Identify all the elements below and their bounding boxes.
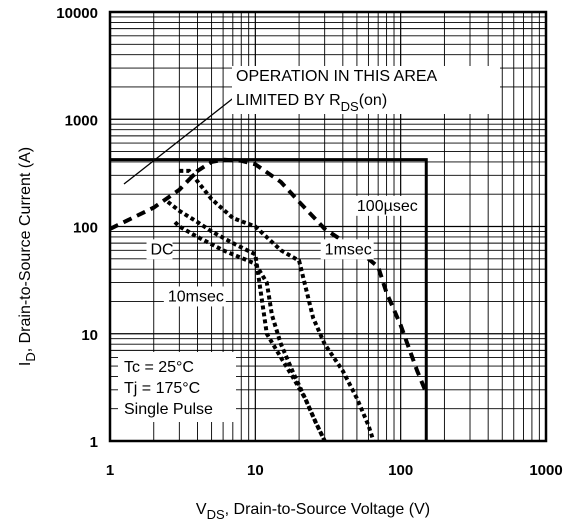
x-tick-label: 10 [247, 462, 264, 479]
y-axis-label: ID, Drain-to-Source Current (A) [17, 147, 38, 366]
y-axis-label-rest: , Drain-to-Source Current (A) [17, 147, 34, 352]
series-label: DC [151, 241, 174, 258]
condition-line: Tc = 25°C [124, 359, 194, 376]
annotation-leader-line [123, 95, 237, 185]
y-axis-label-sub: D [23, 352, 38, 361]
annotation-line-2: LIMITED BY RDS(on) [236, 92, 387, 114]
y-tick-label: 100 [73, 220, 98, 237]
conditions-text: Tc = 25°C Tj = 175°C Single Pulse [124, 359, 213, 418]
series-label: 1msec [325, 241, 372, 258]
annotation-subscript: DS [341, 99, 359, 114]
series-label: 100µsec [357, 198, 418, 215]
series-label-background [320, 239, 374, 260]
x-axis-label-main: V [196, 501, 207, 518]
condition-line: Single Pulse [124, 401, 213, 418]
x-axis-label: VDS, Drain-to-Source Voltage (V) [196, 501, 430, 522]
series-label-background [146, 239, 173, 260]
annotation-text: LIMITED BY R [236, 92, 341, 109]
x-axis-label-sub: DS [207, 507, 225, 522]
series-label-background [352, 195, 424, 216]
annotation-background [232, 66, 500, 114]
y-tick-label: 1 [90, 434, 98, 451]
y-tick-label: 1000 [65, 112, 98, 129]
condition-line: Tj = 175°C [124, 380, 200, 397]
x-tick-label: 1 [106, 462, 114, 479]
plot-frame [108, 10, 548, 443]
annotation-line-1: OPERATION IN THIS AREA [236, 68, 438, 85]
y-tick-label: 10000 [56, 5, 98, 22]
series-line-10msec [173, 220, 327, 442]
y-axis-label-main: I [17, 362, 34, 366]
series-label-background [163, 286, 226, 307]
tick-labels: 1 10 100 1000 1 10 100 1000 10000 [56, 5, 562, 479]
annotation-paren: (on) [359, 92, 387, 109]
x-axis-label-rest: , Drain-to-Source Voltage (V) [225, 501, 430, 518]
y-tick-label: 10 [81, 327, 98, 344]
x-tick-label: 100 [388, 462, 413, 479]
series-line-1msec [179, 168, 376, 442]
x-tick-label: 1000 [529, 462, 562, 479]
series-line-100sec [109, 157, 429, 394]
series-label: 10msec [168, 288, 224, 305]
conditions-box [118, 352, 236, 422]
series-curves [109, 157, 429, 442]
series-labels: 100µsec 1msec DC 10msec [146, 195, 424, 307]
